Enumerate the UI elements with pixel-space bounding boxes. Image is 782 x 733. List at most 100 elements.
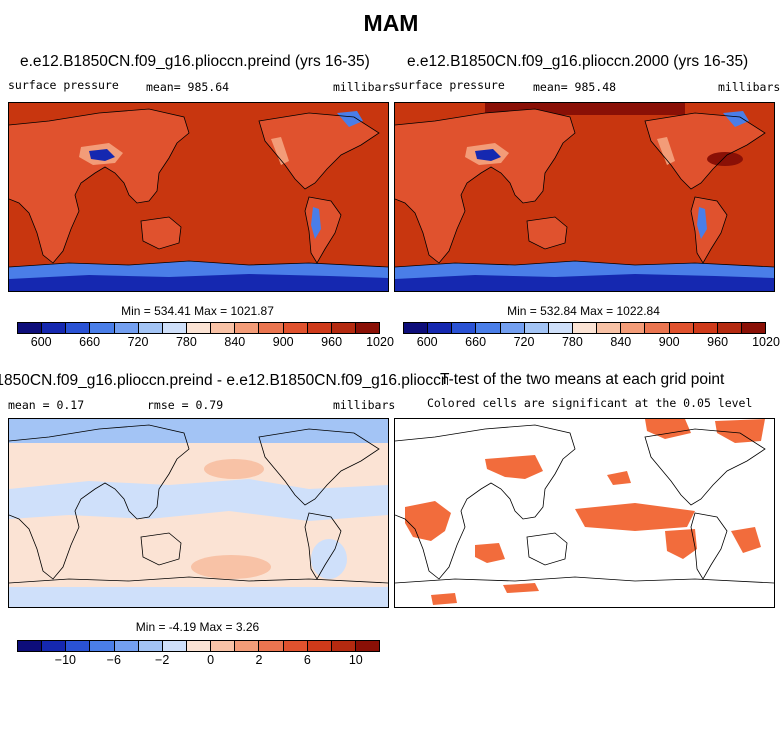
colorbar-swatch	[18, 323, 43, 333]
australia-landmass	[141, 217, 181, 249]
sig-region-east-pacific	[607, 471, 631, 485]
panel-4-title: T-test of the two means at each grid poi…	[440, 371, 725, 388]
panel-2-mean: mean= 985.48	[533, 80, 617, 94]
panel-2-colorbar-labels: 600 660 720 780 840 900 960 1020	[403, 335, 780, 351]
colorbar-swatch	[741, 323, 766, 333]
colorbar-tick-label: −10	[54, 653, 76, 667]
greenland-low	[337, 111, 363, 127]
coastlines	[9, 108, 388, 268]
panel-3-title-clip: e.e12.B1850CN.f09_g16.plioccn.preind - e…	[0, 372, 448, 390]
colorbar-tick-label: 840	[610, 335, 632, 349]
sig-region-south-pacific	[665, 529, 697, 559]
colorbar-swatch	[90, 323, 115, 333]
sig-region-southern-ocean	[503, 583, 539, 593]
panel-2-map-graphic	[395, 103, 774, 291]
colorbar-swatch	[355, 323, 380, 333]
colorbar-swatch	[259, 641, 284, 651]
panel-3-colorbar-labels: −10 −6 −2 0 2 6 10	[17, 653, 380, 669]
colorbar-swatch	[259, 323, 284, 333]
colorbar-swatch	[283, 641, 308, 651]
panel-1-map-graphic	[9, 103, 388, 291]
colorbar-swatch	[331, 641, 356, 651]
panel-3-mean: mean = 0.17	[8, 398, 85, 412]
colorbar-swatch	[235, 641, 260, 651]
sig-region-antarctic	[431, 593, 457, 605]
colorbar-swatch	[307, 641, 332, 651]
colorbar-tick-label: 2	[255, 653, 263, 667]
panel-3-colorbar	[17, 640, 380, 652]
panel-4-map	[394, 418, 775, 608]
colorbar-tick-label: 840	[224, 335, 246, 349]
colorbar-swatch	[645, 323, 670, 333]
north-pacific-positive	[204, 459, 264, 479]
panel-4-map-graphic	[395, 419, 774, 607]
colorbar-tick-label: 660	[465, 335, 487, 349]
colorbar-swatch	[500, 323, 525, 333]
colorbar-tick-label: 1020	[752, 335, 780, 349]
colorbar-swatch	[307, 323, 332, 333]
panel-2-minmax: Min = 532.84 Max = 1022.84	[507, 304, 660, 318]
colorbar-swatch	[42, 641, 67, 651]
significant-cells	[405, 419, 765, 605]
colorbar-tick-label: 780	[561, 335, 583, 349]
panel-2-title: e.e12.B1850CN.f09_g16.plioccn.2000 (yrs …	[407, 53, 749, 70]
south-pacific-positive	[191, 555, 271, 579]
rockies-region	[657, 137, 675, 165]
tropical-negative-band	[9, 479, 388, 521]
colorbar-swatch	[621, 323, 646, 333]
colorbar-swatch	[476, 323, 501, 333]
panel-3-rmse: rmse = 0.79	[147, 398, 224, 412]
coastlines	[395, 108, 774, 268]
colorbar-swatch	[548, 323, 573, 333]
sig-region-siberia	[485, 455, 543, 479]
africa-europe-asia-landmass	[395, 109, 575, 263]
andes-low	[697, 207, 707, 239]
sig-region-pacific	[575, 503, 695, 531]
colorbar-tick-label: 900	[658, 335, 680, 349]
colorbar-tick-label: 960	[707, 335, 729, 349]
colorbar-swatch	[18, 641, 43, 651]
panel-2-colorbar	[403, 322, 766, 334]
colorbar-swatch	[186, 323, 212, 333]
panel-3-units: millibars	[333, 398, 396, 412]
colorbar-swatch	[717, 323, 742, 333]
colorbar-swatch	[138, 641, 163, 651]
antarctic-negative	[9, 587, 388, 607]
colorbar-swatch	[90, 641, 115, 651]
colorbar-swatch	[404, 323, 429, 333]
africa-europe-asia-landmass	[9, 109, 189, 263]
colorbar-swatch	[211, 641, 236, 651]
colorbar-swatch	[114, 323, 139, 333]
coastlines	[9, 424, 388, 584]
colorbar-swatch	[428, 323, 453, 333]
colorbar-tick-label: 780	[175, 335, 197, 349]
sig-region-north-atlantic	[715, 419, 765, 443]
colorbar-tick-label: −2	[155, 653, 170, 667]
sig-region-south-atlantic	[731, 527, 761, 553]
panel-1-colorbar	[17, 322, 380, 334]
panel-1-variable-label: surface pressure	[8, 78, 119, 92]
colorbar-swatch	[669, 323, 694, 333]
panel-1-units: millibars	[333, 80, 396, 94]
colorbar-tick-label: 10	[348, 653, 363, 667]
tibet-low	[89, 149, 115, 161]
panel-2-units: millibars	[718, 80, 781, 94]
colorbar-swatch	[66, 323, 91, 333]
panel-1-title: e.e12.B1850CN.f09_g16.plioccn.preind (yr…	[20, 53, 370, 70]
colorbar-swatch	[138, 323, 163, 333]
panel-4-subtitle: Colored cells are significant at the 0.0…	[427, 396, 753, 410]
rockies-region	[271, 137, 289, 165]
antarctica-deep-low	[9, 274, 388, 291]
colorbar-tick-label: −6	[106, 653, 121, 667]
colorbar-swatch	[235, 323, 260, 333]
sig-region-arctic	[645, 419, 691, 439]
colorbar-tick-label: 1020	[366, 335, 394, 349]
colorbar-swatch	[186, 641, 212, 651]
colorbar-swatch	[331, 323, 356, 333]
colorbar-swatch	[572, 323, 598, 333]
greenland-low	[723, 111, 749, 127]
australia-landmass	[527, 217, 567, 249]
panel-1-mean: mean= 985.64	[146, 80, 230, 94]
colorbar-swatch	[114, 641, 139, 651]
andes-low	[311, 207, 321, 239]
